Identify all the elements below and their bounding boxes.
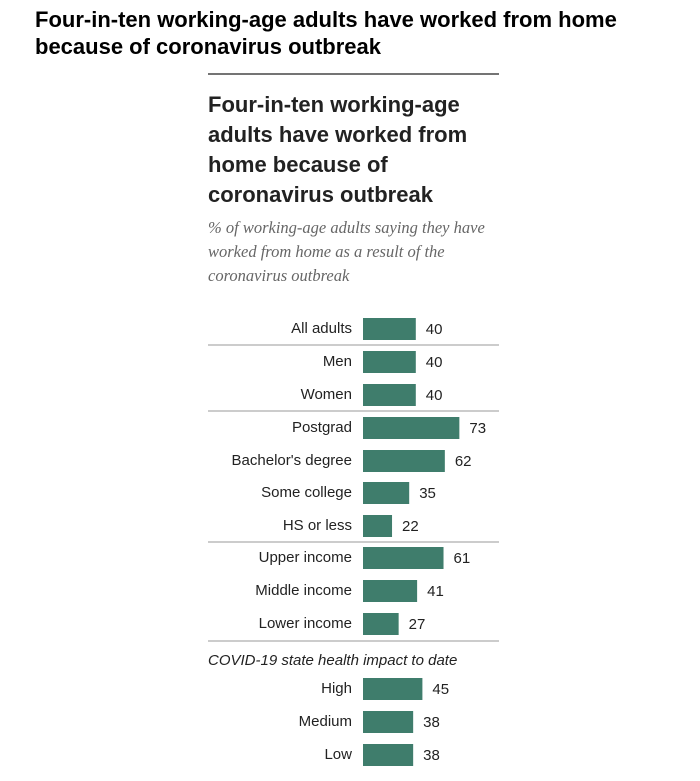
value-label: 41: [427, 583, 444, 600]
value-label: 40: [426, 387, 443, 404]
bar: [363, 613, 399, 635]
chart-title: Four-in-ten working-age adults have work…: [208, 92, 468, 207]
category-label: Low: [324, 746, 352, 763]
value-label: 40: [426, 321, 443, 338]
value-label: 27: [409, 616, 426, 633]
category-label: High: [321, 680, 352, 697]
bar: [363, 580, 418, 602]
bar: [363, 450, 445, 472]
category-label: Upper income: [259, 549, 352, 566]
value-label: 61: [454, 550, 471, 567]
category-label: Women: [301, 386, 352, 403]
bar: [363, 711, 414, 733]
category-label: Men: [323, 353, 352, 370]
bar: [363, 547, 444, 569]
value-label: 35: [419, 485, 436, 502]
value-label: 22: [402, 518, 419, 535]
category-label: HS or less: [283, 517, 352, 534]
bar: [363, 318, 416, 340]
category-label: Postgrad: [292, 419, 352, 436]
category-label: Lower income: [259, 615, 352, 632]
bar: [363, 678, 423, 700]
value-label: 45: [432, 681, 449, 698]
value-label: 73: [469, 420, 486, 437]
category-label: Some college: [261, 484, 352, 501]
value-label: 62: [455, 453, 472, 470]
group-label: COVID-19 state health impact to date: [208, 652, 457, 669]
bar: [363, 515, 393, 537]
bar: [363, 384, 416, 406]
page-title: Four-in-ten working-age adults have work…: [35, 7, 617, 59]
value-label: 40: [426, 354, 443, 371]
value-label: 38: [423, 714, 440, 731]
category-label: Middle income: [255, 582, 352, 599]
category-label: Bachelor's degree: [232, 452, 352, 469]
category-label: All adults: [291, 320, 352, 337]
value-label: 38: [423, 747, 440, 764]
bar: [363, 482, 410, 504]
bar: [363, 351, 416, 373]
chart-subtitle: % of working-age adults saying they have…: [208, 218, 485, 285]
category-label: Medium: [299, 713, 352, 730]
bar: [363, 417, 460, 439]
bar: [363, 744, 414, 766]
